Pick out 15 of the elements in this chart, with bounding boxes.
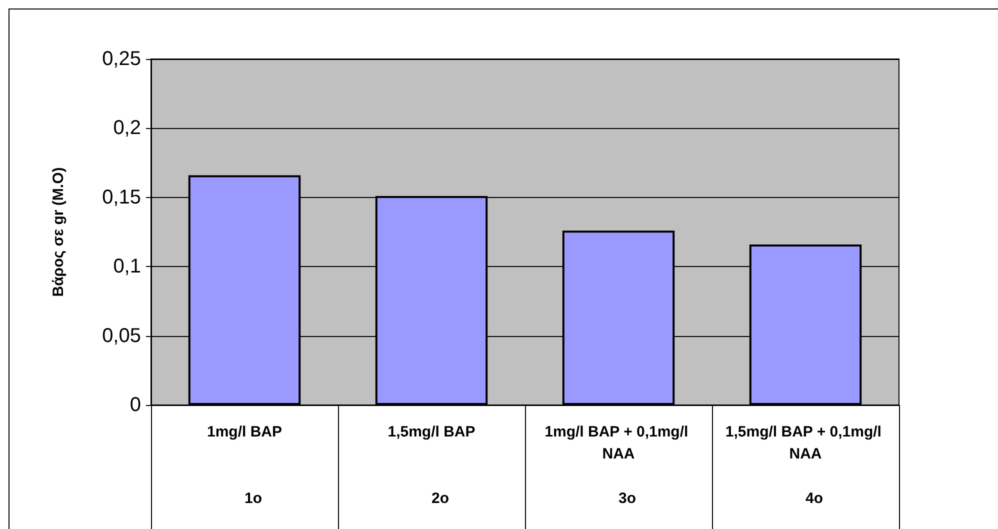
y-axis-title: Βάρος σε gr (M.O) bbox=[50, 167, 67, 297]
x-tick-label: 1,5mg/l BAP bbox=[388, 424, 476, 440]
x-tick-label: 1mg/l BAP bbox=[206, 424, 282, 440]
text: 3o bbox=[618, 490, 636, 507]
y-tick-label: 0,05 bbox=[102, 324, 141, 347]
x-tick-label: 1,5mg/l BAP + 0,1mg/l NAA bbox=[725, 424, 886, 462]
y-tick-label: 0,2 bbox=[113, 117, 141, 140]
y-tick-label: 0,1 bbox=[113, 256, 141, 278]
text: 4o bbox=[805, 490, 824, 507]
y-tick-label: 0,15 bbox=[102, 186, 141, 208]
y-tick-label: 0,25 bbox=[102, 48, 141, 70]
x-tick-label: 1mg/l BAP + 0,1mg/l NAA bbox=[544, 424, 692, 462]
y-tick-label: 0 bbox=[130, 394, 141, 416]
text: 1o bbox=[244, 490, 262, 507]
text: 2o bbox=[431, 490, 450, 507]
